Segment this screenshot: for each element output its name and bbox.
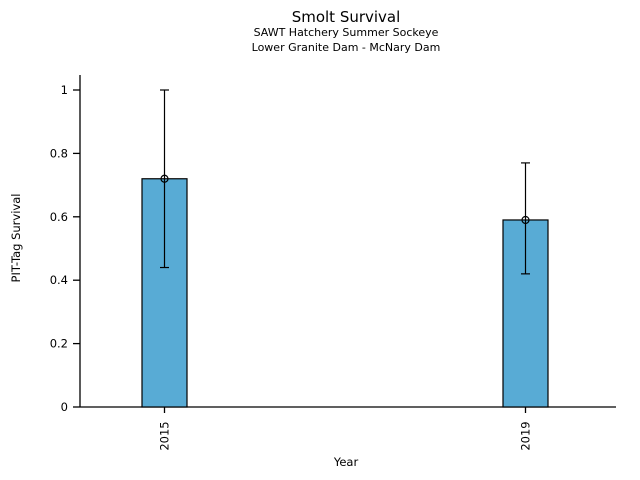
y-tick-label: 0.4 [50,273,68,287]
y-tick-label: 0 [61,400,68,414]
y-tick-label: 1 [61,83,68,97]
chart-title: Smolt Survival [291,8,401,26]
y-tick-label: 0.8 [50,146,68,160]
point-marker-2019 [521,215,530,225]
x-axis-label: Year [333,455,359,469]
point-marker-2015 [160,174,169,183]
chart-subtitle-line2: Lower Granite Dam - McNary Dam [251,40,441,54]
chart-header: Smolt Survival SAWT Hatchery Summer Sock… [56,8,636,55]
x-tick-label-2019: 2019 [519,421,533,450]
x-tick-label-2015: 2015 [158,421,172,450]
y-tick-label: 0.6 [50,210,68,224]
y-tick-label: 0.2 [50,337,68,351]
chart-subtitle-line1: SAWT Hatchery Summer Sockeye [253,26,439,39]
